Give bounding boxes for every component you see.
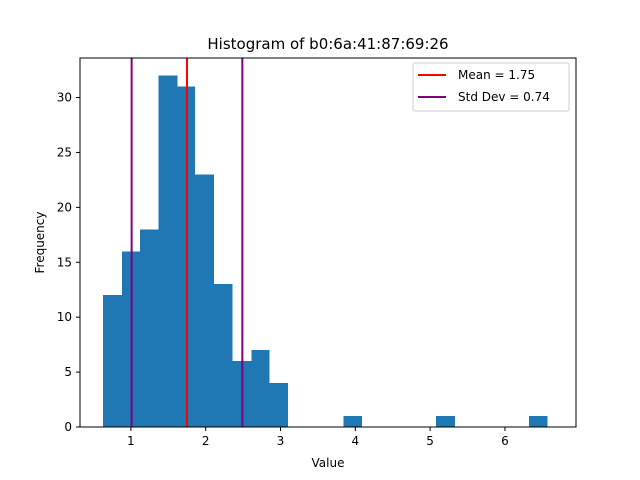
x-axis-label: Value: [312, 456, 345, 470]
histogram-bar-2: [139, 229, 159, 427]
y-tick-label-25: 25: [57, 145, 72, 159]
legend-label-mean: Mean = 1.75: [458, 68, 535, 82]
y-axis: 0 5 10 15 20 25 30: [57, 91, 80, 434]
histogram-bar-8: [251, 350, 270, 427]
histogram-bar-10: [343, 416, 363, 427]
x-axis: 1 2 3 4 5 6: [127, 427, 509, 448]
y-tick-label-5: 5: [64, 365, 72, 379]
x-tick-label-6: 6: [501, 434, 509, 448]
y-tick-label-10: 10: [57, 310, 72, 324]
legend-box: [412, 62, 570, 112]
histogram-bar-12: [528, 416, 548, 427]
y-tick-label-0: 0: [64, 420, 72, 434]
y-tick-label-30: 30: [57, 91, 72, 105]
chart-title: Histogram of b0:6a:41:87:69:26: [207, 35, 448, 53]
histogram-bars: [103, 75, 548, 428]
histogram-bar-11: [436, 416, 455, 427]
histogram-bar-0: [103, 295, 122, 427]
x-tick-label-2: 2: [202, 434, 210, 448]
x-tick-label-3: 3: [277, 434, 285, 448]
histogram-bar-3: [158, 75, 178, 428]
reference-lines: [130, 58, 244, 427]
x-tick-label-5: 5: [426, 434, 434, 448]
histogram-bar-5: [195, 174, 214, 427]
plot-frame: [79, 57, 577, 428]
y-tick-label-20: 20: [57, 200, 72, 214]
legend-label-std-dev: Std Dev = 0.74: [458, 90, 550, 104]
histogram-bar-6: [213, 284, 233, 427]
x-tick-label-4: 4: [351, 434, 359, 448]
legend: Mean = 1.75 Std Dev = 0.74: [412, 62, 570, 112]
y-axis-label: Frequency: [33, 212, 47, 274]
y-tick-label-15: 15: [57, 255, 72, 269]
x-tick-label-1: 1: [127, 434, 135, 448]
histogram-bar-9: [269, 383, 288, 427]
